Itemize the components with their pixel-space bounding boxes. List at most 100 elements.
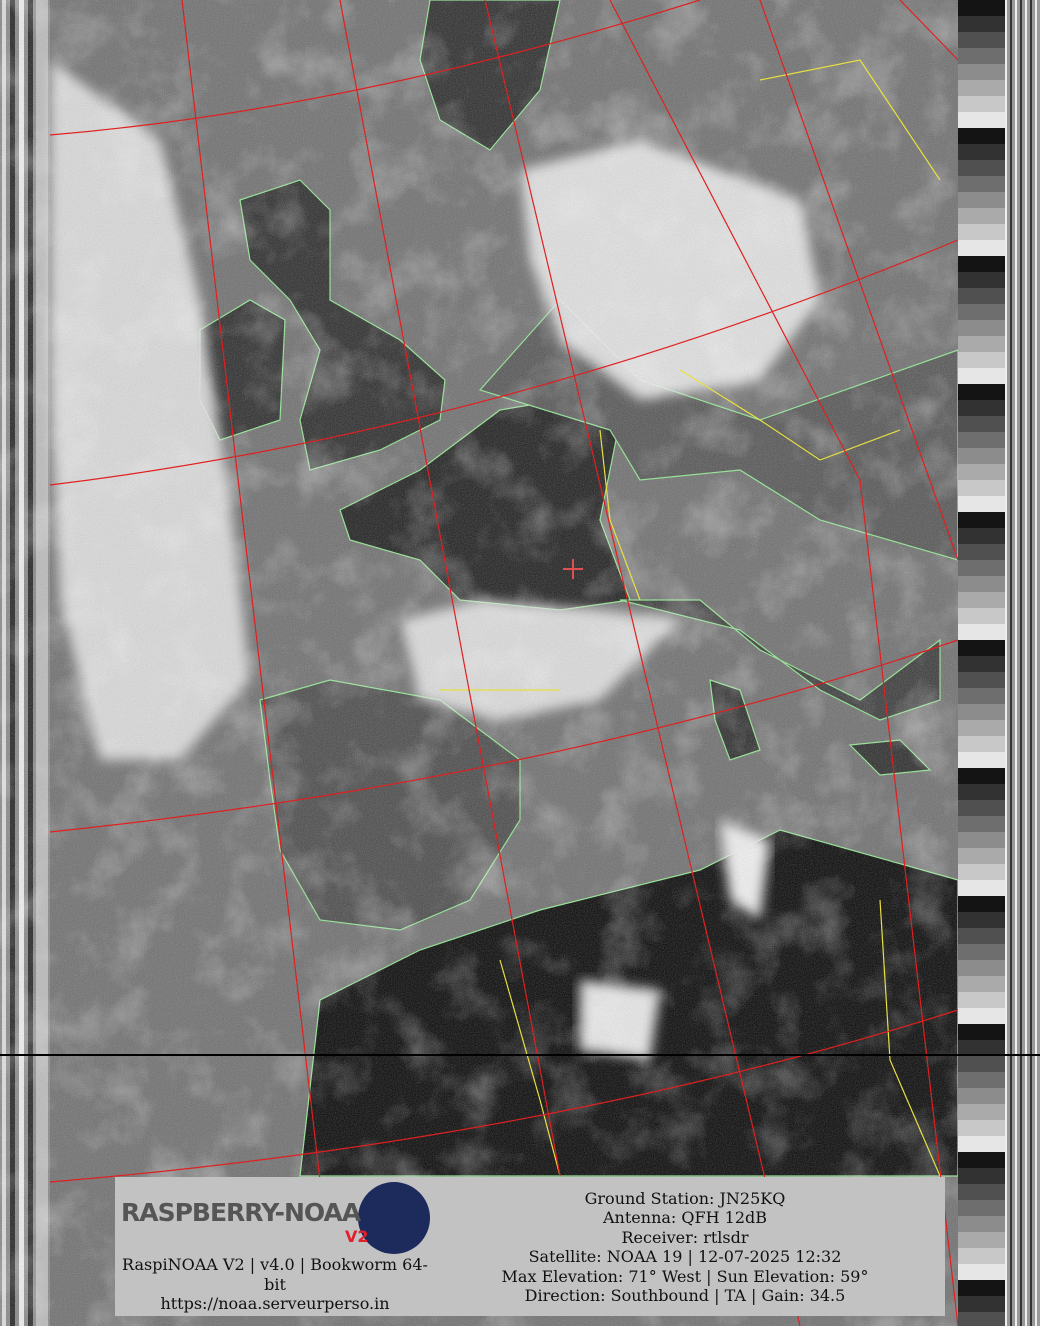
telemetry-wedge — [958, 1040, 1005, 1056]
telemetry-wedge — [958, 976, 1005, 992]
telemetry-wedge — [958, 272, 1005, 288]
telemetry-wedge — [958, 1184, 1005, 1200]
telemetry-wedge — [958, 1264, 1005, 1280]
telemetry-wedge — [958, 528, 1005, 544]
telemetry-wedge — [958, 0, 1005, 16]
telemetry-wedge — [958, 752, 1005, 768]
telemetry-wedge — [958, 336, 1005, 352]
logo-version: V2 — [345, 1227, 369, 1246]
telemetry-wedge — [958, 416, 1005, 432]
clouds — [50, 0, 958, 1326]
telemetry-wedge — [958, 944, 1005, 960]
telemetry-wedge — [1010, 0, 1012, 1326]
telemetry-wedge — [958, 544, 1005, 560]
telemetry-wedge — [958, 960, 1005, 976]
logo-area: RASPBERRY-NOAA V2 RaspiNOAA V2 | v4.0 | … — [115, 1177, 435, 1316]
telemetry-wedge — [958, 880, 1005, 896]
telemetry-wedge — [958, 368, 1005, 384]
telemetry-wedge — [1005, 0, 1007, 1326]
telemetry-wedge — [958, 576, 1005, 592]
telemetry-wedge — [1035, 0, 1037, 1326]
telemetry-wedge — [1015, 0, 1017, 1326]
antenna: Antenna: QFH 12dB — [603, 1208, 767, 1228]
telemetry-wedge — [958, 992, 1005, 1008]
telemetry-wedge — [958, 640, 1005, 656]
telemetry-wedge — [958, 288, 1005, 304]
telemetry-wedge — [958, 704, 1005, 720]
website-url[interactable]: https://noaa.serveurperso.in — [160, 1294, 390, 1313]
telemetry-wedge — [958, 224, 1005, 240]
telemetry-wedge — [958, 144, 1005, 160]
telemetry-wedge — [958, 928, 1005, 944]
telemetry-wedge — [958, 16, 1005, 32]
telemetry-wedge — [958, 1200, 1005, 1216]
telemetry-wedge — [958, 720, 1005, 736]
telemetry-wedge — [958, 800, 1005, 816]
telemetry-wedge — [958, 480, 1005, 496]
direction: Direction: Southbound | TA | Gain: 34.5 — [524, 1285, 846, 1305]
pass-info: Ground Station: JN25KQ Antenna: QFH 12dB… — [485, 1189, 885, 1305]
telemetry-wedge — [958, 384, 1005, 400]
telemetry-wedge — [958, 848, 1005, 864]
sync-strip-left — [0, 0, 50, 1326]
ground-station-marker-icon — [563, 559, 583, 579]
ground-station: Ground Station: JN25KQ — [584, 1189, 786, 1208]
telemetry-wedge — [958, 560, 1005, 576]
telemetry-wedge — [958, 48, 1005, 64]
satellite-logo-icon — [358, 1182, 430, 1254]
telemetry-wedge — [958, 1216, 1005, 1232]
telemetry-wedge — [958, 896, 1005, 912]
telemetry-wedge — [958, 672, 1005, 688]
logo-text: RASPBERRY-NOAA — [121, 1198, 361, 1227]
telemetry-wedge — [1025, 0, 1027, 1326]
telemetry-wedge — [958, 1088, 1005, 1104]
telemetry-wedge — [958, 624, 1005, 640]
telemetry-wedge — [958, 400, 1005, 416]
telemetry-wedge — [958, 832, 1005, 848]
telemetry-wedge — [958, 1312, 1005, 1326]
telemetry-wedge — [958, 1072, 1005, 1088]
elevation: Max Elevation: 71° West | Sun Elevation:… — [501, 1266, 869, 1286]
telemetry-wedge — [958, 496, 1005, 512]
satellite: Satellite: NOAA 19 | 12-07-2025 12:32 — [528, 1247, 842, 1267]
telemetry-wedge — [958, 432, 1005, 448]
telemetry-wedge — [958, 1232, 1005, 1248]
telemetry-wedge — [958, 464, 1005, 480]
telemetry-wedge — [958, 864, 1005, 880]
graticule — [49, 0, 959, 1326]
telemetry-wedge — [958, 352, 1005, 368]
telemetry-wedge — [958, 1136, 1005, 1152]
telemetry-wedge — [1020, 0, 1022, 1326]
telemetry-wedge — [958, 784, 1005, 800]
telemetry-wedge — [958, 688, 1005, 704]
software-version: RaspiNOAA V2 | v4.0 | Bookworm 64-bit — [122, 1255, 428, 1294]
telemetry-wedge — [958, 192, 1005, 208]
telemetry-wedge — [958, 208, 1005, 224]
telemetry-wedge — [958, 1168, 1005, 1184]
telemetry-wedge — [958, 768, 1005, 784]
telemetry-wedge — [958, 96, 1005, 112]
telemetry-wedge — [958, 64, 1005, 80]
telemetry-wedge — [958, 176, 1005, 192]
telemetry-wedge — [958, 912, 1005, 928]
telemetry-wedge — [958, 816, 1005, 832]
telemetry-wedge — [958, 256, 1005, 272]
telemetry-wedge — [958, 1120, 1005, 1136]
telemetry-wedge — [958, 1152, 1005, 1168]
telemetry-wedge — [958, 1296, 1005, 1312]
telemetry-wedge — [958, 448, 1005, 464]
telemetry-wedge — [958, 736, 1005, 752]
telemetry-wedge — [958, 608, 1005, 624]
telemetry-wedge — [958, 304, 1005, 320]
receiver: Receiver: rtlsdr — [621, 1227, 749, 1247]
telemetry-wedge — [958, 1248, 1005, 1264]
telemetry-wedge — [958, 1024, 1005, 1040]
country-borders — [440, 59, 941, 1177]
telemetry-wedge — [958, 656, 1005, 672]
telemetry-wedge — [958, 160, 1005, 176]
telemetry-wedge — [958, 1104, 1005, 1120]
telemetry-wedge — [958, 80, 1005, 96]
telemetry-wedge — [958, 128, 1005, 144]
